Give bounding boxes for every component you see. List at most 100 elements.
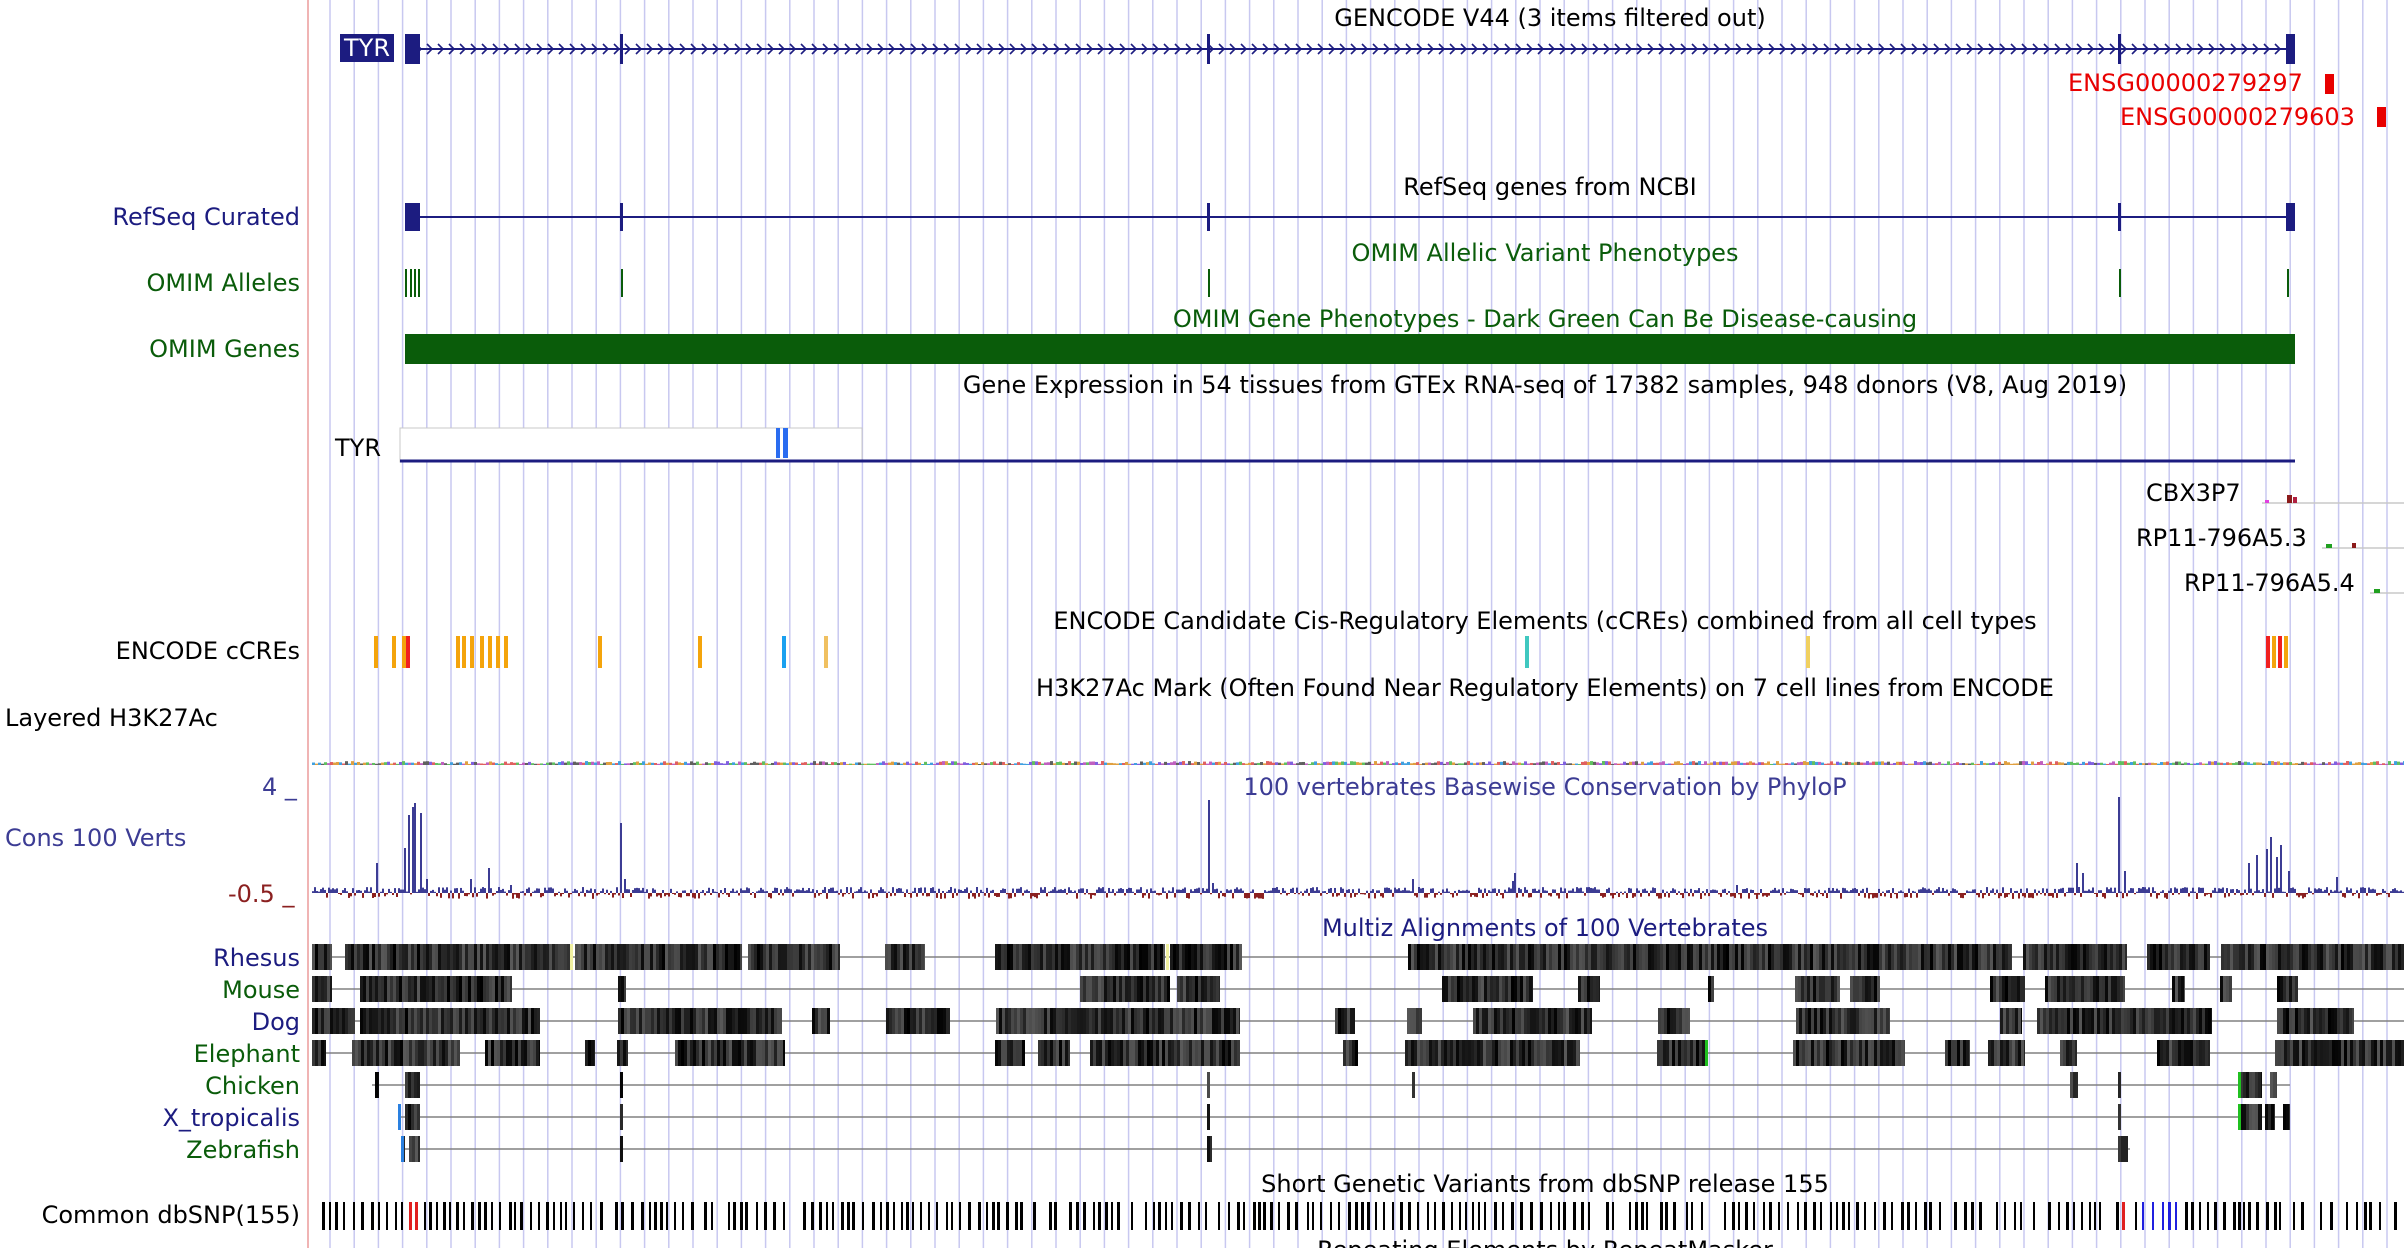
gtex-tissue-bar (2374, 589, 2380, 593)
species-rhesus-label[interactable]: Rhesus (213, 944, 300, 972)
gtex-bargraph-box (399, 427, 863, 463)
multiz-species-row (312, 976, 2404, 1002)
omim-allele-feature (414, 269, 416, 297)
dbsnp-track-title: Short Genetic Variants from dbSNP releas… (1261, 1170, 1829, 1198)
ccre-element (470, 636, 474, 668)
multiz-track-title: Multiz Alignments of 100 Vertebrates (1321, 914, 1769, 942)
gencode-exon (620, 34, 623, 64)
species-dog-label[interactable]: Dog (251, 1008, 300, 1036)
refseq-exon (2118, 203, 2121, 231)
ensg00000279297-label[interactable]: ENSG00000279297 (2068, 69, 2303, 97)
gtex-tissue-bar (2287, 495, 2292, 503)
encode-ccres-track-title: ENCODE Candidate Cis-Regulatory Elements… (1053, 607, 2037, 635)
ccre-element (1806, 636, 1810, 668)
multiz-species-row (312, 944, 2404, 970)
ccre-element (2284, 636, 2288, 668)
dbsnp-side-label[interactable]: Common dbSNP(155) (41, 1201, 300, 1229)
ensg00000279603-feature (2377, 107, 2386, 127)
omim-allele-feature (621, 269, 623, 297)
species-elephant-label[interactable]: Elephant (193, 1040, 300, 1068)
gtex-gene-cbx3p7[interactable]: CBX3P7 (2146, 479, 2241, 507)
gencode-exon (1207, 34, 1210, 64)
ccre-element (480, 636, 484, 668)
refseq-side-label[interactable]: RefSeq Curated (112, 203, 300, 231)
cons-track-title: 100 vertebrates Basewise Conservation by… (1243, 773, 1847, 801)
gencode-exon (2286, 34, 2295, 64)
omim-allele-feature (405, 269, 407, 297)
ccre-element (782, 636, 786, 668)
multiz-accent (401, 1136, 404, 1162)
gtex-tissue-bar (776, 428, 780, 458)
gtex-tissue-bar (783, 428, 788, 458)
multiz-species-row (312, 1008, 2404, 1034)
gtex-tissue-bar (2326, 544, 2332, 548)
omim-allele-feature (1208, 269, 1210, 297)
species-mouse-label[interactable]: Mouse (222, 976, 300, 1004)
ccre-element (698, 636, 702, 668)
ccre-element (1525, 636, 1529, 668)
ccre-element (392, 636, 396, 668)
h3k27ac-signal (312, 761, 2404, 765)
species-zebrafish-label[interactable]: Zebrafish (186, 1136, 300, 1164)
refseq-track-title: RefSeq genes from NCBI (1403, 173, 1697, 201)
multiz-species-row (398, 1104, 2290, 1130)
gtex-tissue-bar (2293, 497, 2297, 503)
refseq-exon (2286, 203, 2295, 231)
omim-allele-feature (418, 269, 420, 297)
gencode-gene-label[interactable]: TYR (340, 34, 394, 62)
ensg00000279297-feature (2325, 74, 2334, 94)
ccre-element (2278, 636, 2282, 668)
gtex-tissue-bar (2265, 500, 2269, 503)
omim-genes-track-title: OMIM Gene Phenotypes - Dark Green Can Be… (1172, 305, 1918, 333)
gtex-gene-rp11-796a5-4[interactable]: RP11-796A5.4 (2184, 569, 2355, 597)
omim-allele-feature (2287, 269, 2289, 297)
multiz-species-row (372, 1072, 2290, 1098)
omim-alleles-track-title: OMIM Allelic Variant Phenotypes (1351, 239, 1739, 267)
refseq-exon (1207, 203, 1210, 231)
gencode-exon (2118, 34, 2121, 64)
species-x-tropicalis-label[interactable]: X_tropicalis (162, 1104, 300, 1132)
omim-alleles-side-label[interactable]: OMIM Alleles (146, 269, 300, 297)
h3k27ac-side-label[interactable]: Layered H3K27Ac (5, 704, 218, 732)
ccre-element (496, 636, 500, 668)
omim-gene-bar (405, 334, 2295, 364)
refseq-exon (405, 203, 420, 231)
refseq-exon (620, 203, 623, 231)
gencode-exon (405, 34, 420, 64)
dbsnp-variants (322, 1202, 2397, 1230)
gtex-tissue-bar (2352, 543, 2356, 548)
encode-ccres-side-label[interactable]: ENCODE cCREs (115, 637, 300, 665)
cons-ymin-label: -0.5 _ (228, 880, 295, 908)
ccre-element (402, 636, 406, 668)
multiz-accent (2238, 1104, 2241, 1130)
ensg00000279603-label[interactable]: ENSG00000279603 (2120, 103, 2355, 131)
gtex-track-title: Gene Expression in 54 tissues from GTEx … (962, 371, 2128, 399)
gencode-strand-arrows (415, 43, 2282, 55)
cons-ymax-label: 4 _ (262, 773, 297, 801)
ccre-element (598, 636, 602, 668)
multiz-accent (1166, 944, 1169, 970)
multiz-accent (1705, 1040, 1708, 1066)
ccre-element (2266, 636, 2270, 668)
multiz-accent (570, 944, 573, 970)
gencode-track-title: GENCODE V44 (3 items filtered out) (1334, 4, 1766, 32)
ccre-element (504, 636, 508, 668)
omim-allele-feature (410, 269, 412, 297)
ccre-element (488, 636, 492, 668)
omim-genes-side-label[interactable]: OMIM Genes (149, 335, 300, 363)
multiz-accent (398, 1104, 401, 1130)
h3k27ac-track-title: H3K27Ac Mark (Often Found Near Regulator… (1036, 674, 2054, 702)
ccre-element (406, 636, 410, 668)
gtex-gene-label[interactable]: TYR (335, 434, 381, 462)
ccre-element (374, 636, 378, 668)
conservation-signal (312, 797, 2404, 899)
multiz-species-row (403, 1136, 2130, 1162)
ccre-element (462, 636, 466, 668)
omim-allele-feature (2119, 269, 2121, 297)
species-chicken-label[interactable]: Chicken (205, 1072, 300, 1100)
gtex-gene-rp11-796a5-3[interactable]: RP11-796A5.3 (2136, 524, 2307, 552)
cons-side-label[interactable]: Cons 100 Verts (5, 824, 187, 852)
ccre-element (824, 636, 828, 668)
